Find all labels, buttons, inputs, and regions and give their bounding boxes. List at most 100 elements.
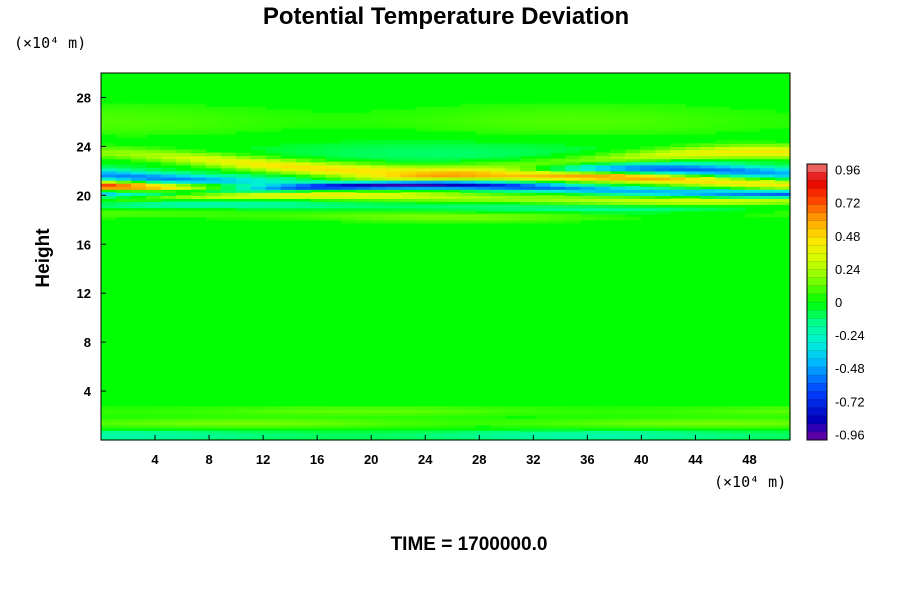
field-cell — [295, 204, 312, 209]
field-cell — [625, 158, 641, 163]
field-cell — [145, 418, 162, 423]
field-cell — [325, 173, 342, 178]
field-cell — [760, 124, 776, 129]
field-cell — [190, 406, 207, 411]
field-cell — [130, 173, 147, 178]
field-cell — [610, 189, 626, 193]
field-cell — [475, 155, 492, 160]
field-cell — [655, 152, 671, 157]
field-cell — [565, 204, 581, 209]
field-cell — [145, 158, 162, 163]
field-cell — [370, 143, 387, 147]
field-cell — [400, 186, 417, 190]
x-tick-label: 40 — [634, 452, 648, 467]
field-cell — [490, 167, 507, 172]
field-cell — [520, 121, 536, 126]
field-cell — [610, 167, 626, 172]
field-cell — [340, 219, 357, 224]
field-cell — [175, 421, 192, 426]
field-cell — [460, 124, 477, 129]
field-cell — [175, 121, 192, 126]
field-cell — [760, 146, 776, 151]
field-cell — [130, 167, 147, 172]
field-cell — [505, 195, 521, 199]
field-cell — [550, 409, 566, 414]
field-cell — [145, 112, 162, 117]
field-cell — [655, 186, 671, 190]
field-cell — [685, 143, 701, 147]
field-cell — [745, 409, 761, 414]
field-cell — [325, 409, 342, 414]
field-cell — [595, 176, 611, 181]
field-cell — [385, 192, 402, 196]
colorbar-segment — [806, 342, 828, 352]
field-cell — [145, 106, 162, 111]
field-cell — [460, 192, 477, 196]
field-cell — [235, 192, 252, 196]
field-cell — [760, 430, 776, 435]
field-cell — [340, 210, 357, 215]
field-cell — [160, 436, 177, 441]
field-cell — [505, 161, 521, 166]
field-cell — [101, 164, 117, 169]
field-cell — [625, 176, 641, 181]
field-cell — [715, 112, 731, 117]
field-cell — [235, 152, 252, 157]
field-cell — [580, 167, 596, 172]
field-cell — [745, 415, 761, 420]
field-cell — [190, 415, 207, 420]
field-cell — [700, 192, 716, 196]
field-cell — [235, 186, 252, 190]
field-cell — [145, 213, 162, 218]
field-cell — [415, 186, 432, 190]
field-cell — [415, 109, 432, 114]
field-cell — [505, 412, 521, 417]
field-cell — [280, 430, 297, 435]
field-cell — [760, 164, 776, 169]
field-cell — [445, 124, 462, 129]
field-cell — [520, 213, 536, 218]
field-cell — [355, 207, 372, 212]
field-cell — [415, 207, 432, 212]
field-cell — [730, 173, 746, 178]
field-cell — [595, 167, 611, 172]
field-cell — [475, 430, 492, 435]
field-cell — [175, 152, 192, 157]
field-cell — [130, 213, 147, 218]
field-cell — [280, 118, 297, 123]
field-cell — [610, 176, 626, 181]
colorbar-segment — [806, 196, 828, 206]
field-cell — [490, 430, 507, 435]
field-cell — [580, 412, 596, 417]
field-cell — [145, 195, 162, 199]
field-cell — [430, 436, 447, 441]
field-cell — [625, 424, 641, 429]
field-cell — [565, 207, 581, 212]
field-cell — [430, 176, 447, 181]
field-cell — [160, 210, 177, 215]
field-cell — [370, 436, 387, 441]
field-cell — [640, 115, 656, 120]
field-cell — [160, 149, 177, 154]
field-cell — [595, 183, 611, 187]
field-cell — [400, 112, 417, 117]
field-cell — [205, 152, 222, 157]
field-cell — [535, 213, 551, 218]
field-cell — [385, 183, 402, 187]
field-cell — [655, 164, 671, 169]
field-cell — [340, 170, 357, 175]
field-cell — [235, 415, 252, 420]
field-cell — [325, 192, 342, 196]
field-cell — [730, 115, 746, 120]
field-cell — [280, 152, 297, 157]
field-cell — [505, 112, 521, 117]
field-cell — [490, 219, 507, 224]
field-cell — [580, 128, 596, 132]
field-cell — [685, 430, 701, 435]
colorbar-segment — [806, 399, 828, 409]
field-cell — [490, 204, 507, 209]
field-cell — [340, 415, 357, 420]
field-cell — [220, 216, 237, 221]
field-cell — [175, 103, 192, 108]
field-cell — [280, 180, 297, 184]
